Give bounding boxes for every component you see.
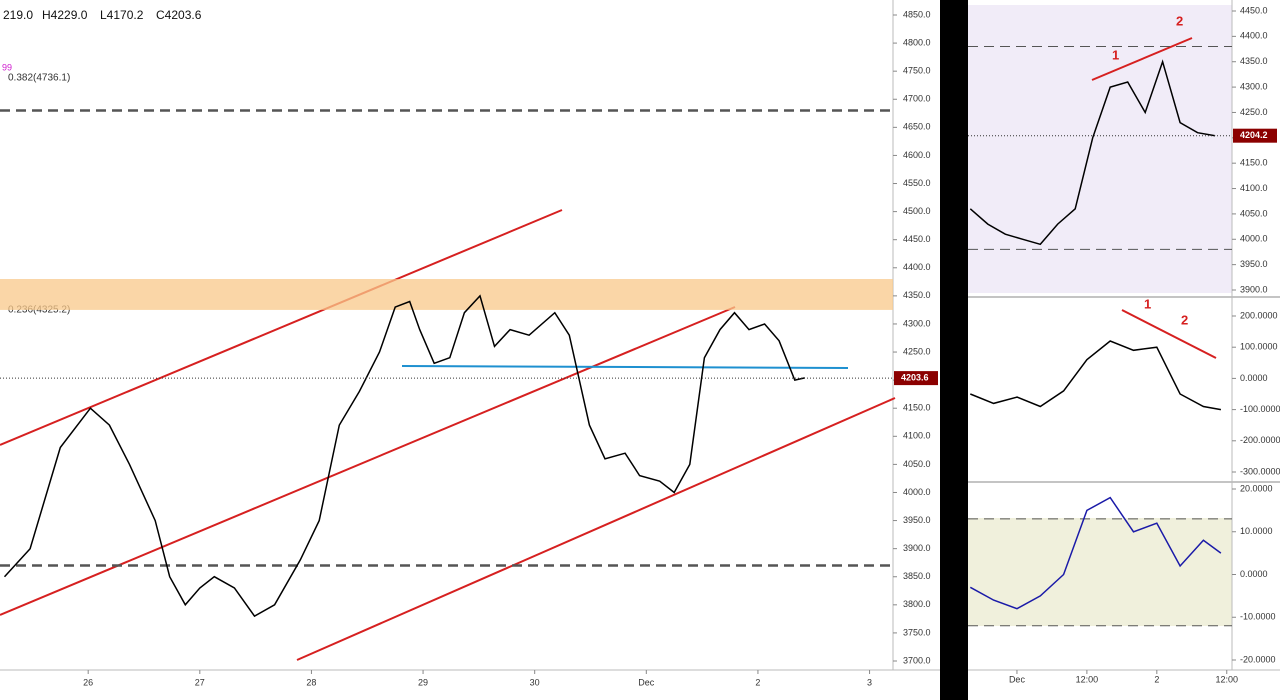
- y-tick-label: 4100.0: [903, 431, 931, 441]
- price-line: [970, 340, 1222, 411]
- y-tick-label: 0.0000: [1240, 373, 1268, 383]
- y-tick-label: 4250.0: [1240, 107, 1268, 117]
- ohlc-low: L4170.2: [100, 8, 144, 22]
- top-panel-background: [968, 5, 1232, 293]
- annotation: 99: [2, 62, 12, 72]
- y-tick-label: 3950.0: [903, 515, 931, 525]
- main-background: [0, 0, 940, 700]
- x-tick-label: 26: [83, 677, 93, 687]
- y-tick-label: 4000.0: [903, 487, 931, 497]
- y-tick-label: 4850.0: [903, 9, 931, 19]
- trend-line: [0, 306, 736, 616]
- y-tick-label: 3700.0: [903, 655, 931, 665]
- separator: [940, 0, 968, 700]
- y-tick-label: -200.0000: [1240, 435, 1280, 445]
- annotation: 1: [1144, 296, 1151, 311]
- y-tick-label: 0.0000: [1240, 569, 1268, 579]
- y-tick-label: 4000.0: [1240, 234, 1268, 244]
- last-price-label: 4203.6: [901, 372, 929, 382]
- y-tick-label: -10.0000: [1240, 612, 1276, 622]
- trend-line: [0, 209, 563, 446]
- y-tick-label: 4450.0: [903, 234, 931, 244]
- x-tick-label: Dec: [638, 677, 655, 687]
- x-tick-label: 2: [755, 677, 760, 687]
- x-tick-label: 28: [306, 677, 316, 687]
- x-tick-label: 29: [418, 677, 428, 687]
- bottom-panel-band: [968, 518, 1232, 626]
- y-tick-label: 4700.0: [903, 94, 931, 104]
- y-tick-label: 4150.0: [903, 403, 931, 413]
- price-line: [969, 59, 1216, 246]
- x-tick-label: 3: [867, 677, 872, 687]
- annotation: 2: [1181, 312, 1188, 327]
- y-tick-label: 3900.0: [903, 543, 931, 553]
- y-tick-label: -100.0000: [1240, 404, 1280, 414]
- fib-label: 0.382(4736.1): [8, 73, 70, 84]
- y-tick-label: 3750.0: [903, 627, 931, 637]
- y-tick-label: 4300.0: [903, 318, 931, 328]
- last-price-box: [894, 371, 938, 386]
- x-tick-label: 27: [195, 677, 205, 687]
- y-tick-label: 4550.0: [903, 178, 931, 188]
- fib-label: 0.236(4325.2): [8, 305, 70, 316]
- y-tick-label: 4500.0: [903, 206, 931, 216]
- y-tick-label: 4750.0: [903, 66, 931, 76]
- resistance-zone: [0, 279, 893, 310]
- y-tick-label: 4800.0: [903, 37, 931, 47]
- x-tick-label: 2: [1154, 674, 1159, 684]
- trend-line: [296, 397, 896, 661]
- last-price-label: 4204.2: [1240, 130, 1268, 140]
- y-tick-label: 3950.0: [1240, 259, 1268, 269]
- y-tick-label: 10.0000: [1240, 526, 1273, 536]
- y-tick-label: 4300.0: [1240, 81, 1268, 91]
- ohlc-close: C4203.6: [156, 8, 202, 22]
- ohlc-high: H4229.0: [42, 8, 88, 22]
- x-tick-label: 12:00: [1215, 674, 1238, 684]
- x-tick-label: Dec: [1009, 674, 1026, 684]
- y-tick-label: 3850.0: [903, 571, 931, 581]
- trend-line: [1091, 37, 1193, 81]
- y-tick-label: 4350.0: [903, 290, 931, 300]
- ohlc-open: 219.0: [3, 8, 33, 22]
- y-tick-label: 100.0000: [1240, 342, 1278, 352]
- y-tick-label: 3900.0: [1240, 284, 1268, 294]
- y-tick-label: 4250.0: [903, 346, 931, 356]
- y-tick-label: 4600.0: [903, 150, 931, 160]
- trend-line: [1121, 309, 1217, 359]
- y-tick-label: 4050.0: [1240, 208, 1268, 218]
- annotation: 2: [1176, 13, 1183, 28]
- y-tick-label: 3800.0: [903, 599, 931, 609]
- y-tick-label: 4100.0: [1240, 183, 1268, 193]
- x-tick-label: 30: [530, 677, 540, 687]
- price-line: [969, 496, 1222, 610]
- last-price-box: [1233, 128, 1277, 143]
- y-tick-label: 4400.0: [1240, 31, 1268, 41]
- y-tick-label: 4450.0: [1240, 5, 1268, 15]
- annotation: 1: [1112, 47, 1119, 62]
- y-tick-label: 200.0000: [1240, 310, 1278, 320]
- y-tick-label: 4350.0: [1240, 56, 1268, 66]
- y-tick-label: 4050.0: [903, 459, 931, 469]
- x-tick-label: 12:00: [1076, 674, 1099, 684]
- y-tick-label: -20.0000: [1240, 654, 1276, 664]
- y-tick-label: 4650.0: [903, 122, 931, 132]
- y-tick-label: 4150.0: [1240, 158, 1268, 168]
- support-line: [401, 365, 849, 369]
- y-tick-label: -300.0000: [1240, 466, 1280, 476]
- price-line: [3, 294, 805, 618]
- y-tick-label: 4400.0: [903, 262, 931, 272]
- y-tick-label: 20.0000: [1240, 483, 1273, 493]
